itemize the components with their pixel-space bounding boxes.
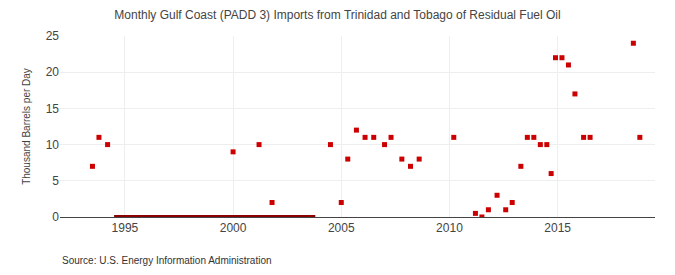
svg-text:2000: 2000 [220, 221, 247, 235]
svg-text:2005: 2005 [328, 221, 355, 235]
svg-text:0: 0 [52, 210, 59, 224]
svg-text:Thousand Barrels per Day: Thousand Barrels per Day [21, 68, 32, 185]
svg-text:Source: U.S. Energy Informatio: Source: U.S. Energy Information Administ… [62, 255, 272, 266]
svg-text:1995: 1995 [112, 221, 139, 235]
svg-text:20: 20 [46, 65, 60, 79]
svg-text:2010: 2010 [436, 221, 463, 235]
svg-text:25: 25 [46, 29, 60, 43]
svg-text:5: 5 [52, 174, 59, 188]
svg-text:Monthly Gulf Coast (PADD 3) Im: Monthly Gulf Coast (PADD 3) Imports from… [114, 8, 560, 22]
svg-text:2015: 2015 [544, 221, 571, 235]
svg-text:15: 15 [46, 102, 60, 116]
svg-text:10: 10 [46, 138, 60, 152]
